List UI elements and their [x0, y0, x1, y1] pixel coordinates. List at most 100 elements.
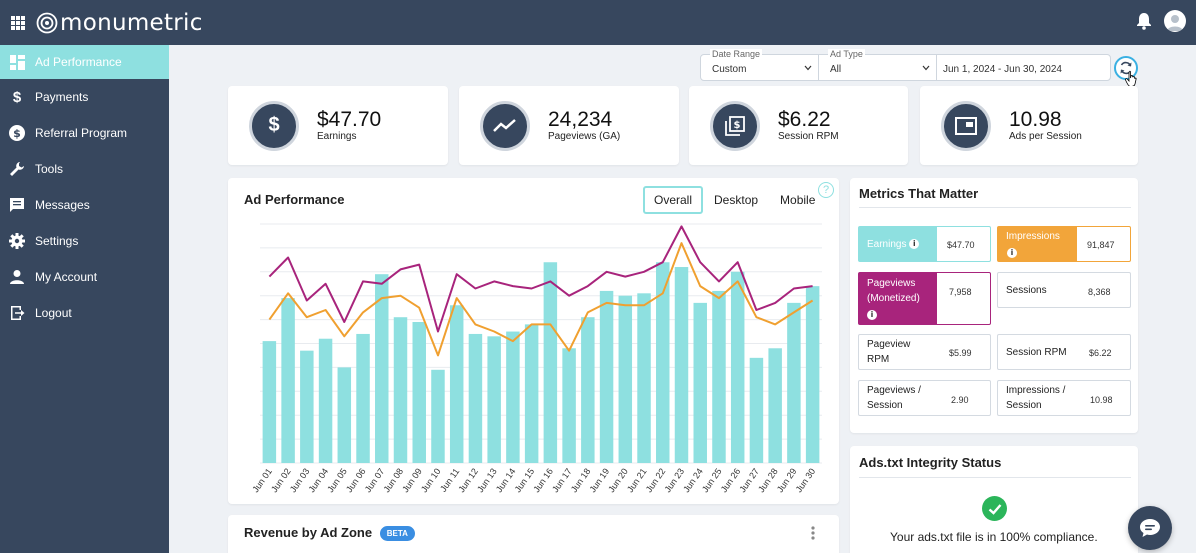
- chart-bar: [431, 369, 445, 463]
- kpi-value: 24,234: [548, 108, 613, 131]
- chart-bar: [656, 262, 670, 463]
- beta-badge: BETA: [379, 526, 415, 542]
- adstxt-title: Ads.txt Integrity Status: [859, 455, 1002, 470]
- info-icon[interactable]: i: [909, 239, 920, 250]
- help-icon[interactable]: ?: [818, 182, 834, 198]
- sidebar-item-referral-program[interactable]: $ Referral Program: [0, 115, 169, 151]
- chevron-down-icon: [804, 65, 812, 71]
- chart-bar: [805, 286, 820, 463]
- chart-bar: [749, 357, 764, 463]
- tab-desktop[interactable]: Desktop: [714, 193, 759, 207]
- kpi-card-pageviews: 24,234 Pageviews (GA): [459, 86, 679, 165]
- sidebar-item-label: Ad Performance: [35, 55, 122, 69]
- chart-bar: [412, 321, 426, 463]
- chat-button[interactable]: [1128, 506, 1172, 550]
- sidebar-item-my-account[interactable]: My Account: [0, 259, 169, 295]
- metric-pageviews-per-session: Pageviews / Session 2.90: [858, 380, 991, 416]
- chart-bar: [599, 290, 614, 463]
- divider: [859, 207, 1131, 208]
- chart-bar: [787, 302, 801, 463]
- metric-label: Sessions: [1006, 285, 1047, 296]
- metric-session-rpm: Session RPM $6.22: [997, 334, 1131, 370]
- filter-bar: Date Range Custom Ad Type All Jun 1, 202…: [700, 49, 1111, 81]
- notification-bell-icon[interactable]: [1136, 12, 1152, 30]
- metric-value: 91,847: [1087, 240, 1115, 250]
- sidebar-item-payments[interactable]: $ Payments: [0, 79, 169, 115]
- metric-value: 7,958: [949, 287, 972, 297]
- sidebar-item-settings[interactable]: Settings: [0, 223, 169, 259]
- ad-performance-title: Ad Performance: [244, 192, 345, 207]
- person-icon: [9, 269, 25, 285]
- revenue-title: Revenue by Ad Zone BETA: [244, 525, 415, 542]
- kpi-label: Ads per Session: [1009, 131, 1082, 142]
- ad-type-value: All: [830, 64, 842, 75]
- chart-series-line: [268, 242, 814, 357]
- metric-label: Pageview RPM: [867, 339, 911, 365]
- chart-bar: [393, 317, 408, 463]
- metric-value: 2.90: [951, 395, 969, 405]
- metric-label: Impressions / Session: [1006, 385, 1066, 411]
- date-range-label: Date Range: [710, 49, 763, 59]
- check-circle-icon: [982, 496, 1007, 521]
- chevron-down-icon: [922, 65, 930, 71]
- sidebar-item-messages[interactable]: Messages: [0, 187, 169, 223]
- info-icon[interactable]: i: [1007, 248, 1017, 258]
- info-icon[interactable]: i: [867, 310, 877, 320]
- kpi-label: Earnings: [317, 131, 357, 142]
- gear-icon: [9, 233, 25, 249]
- sidebar-item-logout[interactable]: Logout: [0, 295, 169, 331]
- brand-logo[interactable]: monumetric: [36, 10, 203, 36]
- tab-mobile[interactable]: Mobile: [780, 193, 816, 207]
- monumetric-logo-icon: [36, 12, 58, 33]
- metric-label: Pageviews (Monetized): [867, 278, 920, 304]
- date-range-value: Custom: [712, 64, 747, 75]
- sidebar-item-label: Tools: [35, 162, 64, 176]
- x-tick-label: Jun 30: [794, 466, 818, 494]
- chart-bar: [375, 274, 389, 463]
- ad-type-label: Ad Type: [828, 49, 865, 59]
- ad-type-select[interactable]: Ad Type All: [819, 49, 937, 80]
- avatar[interactable]: [1164, 10, 1186, 32]
- sidebar-item-tools[interactable]: Tools: [0, 151, 169, 187]
- metric-sessions: Sessions 8,368: [997, 272, 1131, 308]
- chart-bar: [468, 333, 483, 463]
- sidebar-item-ad-performance[interactable]: Ad Performance: [0, 45, 169, 79]
- metric-label: Session RPM: [1006, 347, 1067, 358]
- chart-bar: [618, 295, 633, 463]
- chart-bar: [730, 271, 745, 463]
- trend-icon: [480, 100, 530, 151]
- sidebar-item-label: My Account: [35, 270, 98, 284]
- metric-value: $47.70: [947, 240, 975, 250]
- chart-bar: [262, 341, 277, 463]
- sidebar-item-label: Logout: [35, 306, 72, 320]
- kpi-value: 10.98: [1009, 108, 1062, 131]
- chart-bar: [693, 302, 707, 463]
- metric-label: Pageviews / Session: [867, 385, 921, 411]
- kpi-label: Pageviews (GA): [548, 131, 621, 142]
- apps-grid-icon[interactable]: [11, 15, 25, 30]
- top-bar: monumetric: [0, 0, 1196, 45]
- date-range-select[interactable]: Date Range Custom: [701, 49, 819, 80]
- metrics-title: Metrics That Matter: [859, 186, 979, 201]
- chart-bar: [562, 348, 576, 463]
- sidebar-item-label: Referral Program: [35, 126, 128, 140]
- divider: [859, 477, 1131, 478]
- chart-bar: [674, 267, 689, 463]
- chart-bar: [543, 262, 558, 463]
- revenue-title-text: Revenue by Ad Zone: [244, 525, 373, 540]
- tab-overall[interactable]: Overall: [643, 186, 704, 214]
- more-options-icon[interactable]: [811, 526, 815, 540]
- metric-label: Earnings i: [867, 237, 920, 252]
- adstxt-message: Your ads.txt file is in 100% compliance.: [890, 530, 1098, 544]
- metric-value: 10.98: [1090, 395, 1113, 405]
- logout-icon: [9, 305, 25, 321]
- chart-bar: [524, 324, 539, 463]
- chart-bar: [281, 298, 295, 463]
- chart-bar: [487, 336, 501, 463]
- chart-bar: [356, 333, 370, 463]
- revenue-panel: [228, 515, 839, 553]
- date-range-input[interactable]: Jun 1, 2024 - Jun 30, 2024: [937, 55, 1110, 80]
- svg-text:$: $: [13, 127, 21, 140]
- metric-earnings: Earnings i $47.70: [858, 226, 991, 262]
